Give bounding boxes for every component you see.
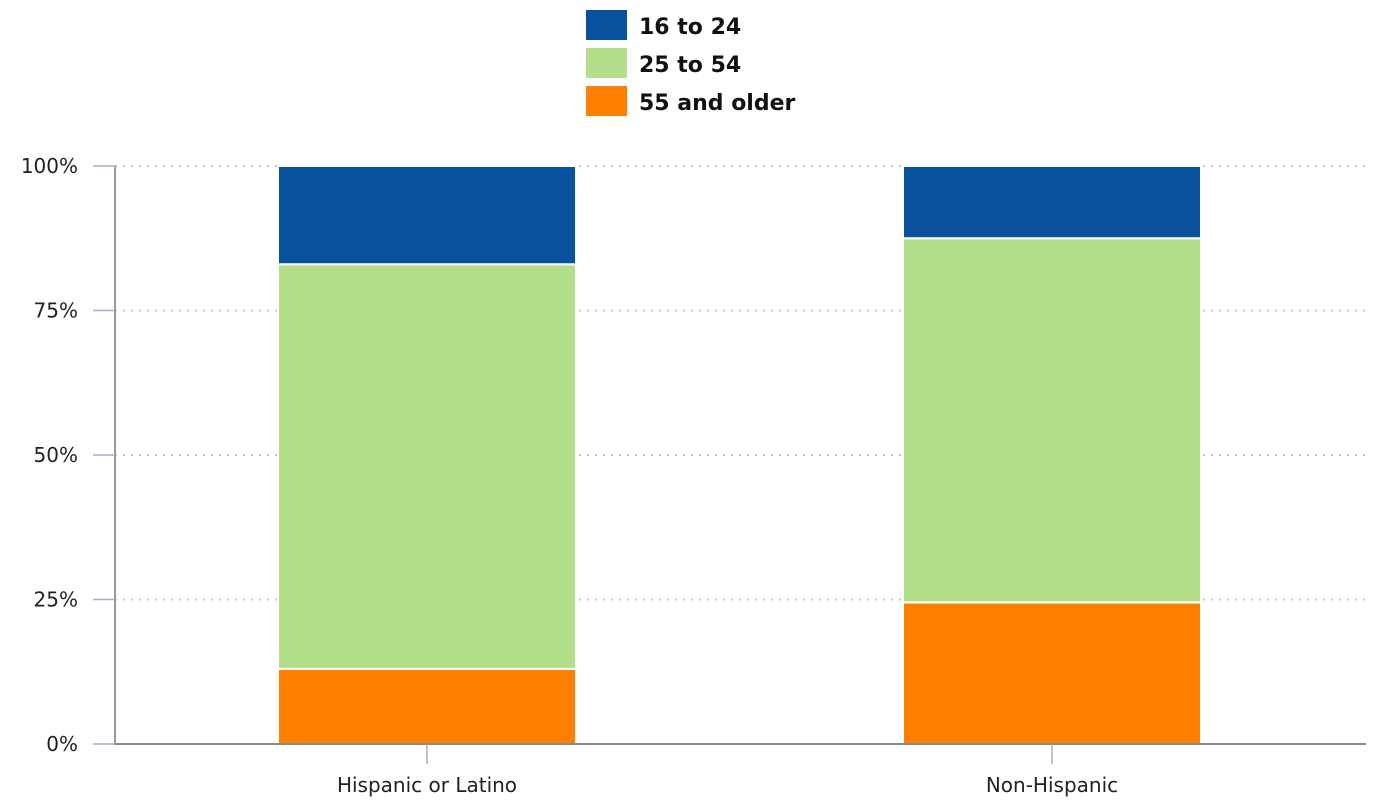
y-tick-label: 25% [34, 588, 78, 612]
y-ticks: 0% 25% 50% 75% 100% [21, 154, 115, 756]
y-tick-label: 0% [46, 732, 78, 756]
legend-label: 55 and older [639, 91, 796, 116]
legend-swatch [586, 10, 627, 40]
x-ticks: Hispanic or Latino Non-Hispanic [337, 744, 1118, 797]
x-tick-label: Non-Hispanic [986, 773, 1118, 797]
legend: 16 to 24 25 to 54 55 and older [586, 10, 796, 116]
bar-segment [902, 601, 1202, 746]
bar-segment [277, 667, 577, 745]
x-tick-label: Hispanic or Latino [337, 773, 517, 797]
y-tick-label: 50% [34, 443, 78, 467]
bar-segment [902, 237, 1202, 604]
legend-swatch [586, 48, 627, 78]
bar-segment [277, 165, 577, 266]
y-tick-label: 75% [34, 299, 78, 323]
legend-label: 16 to 24 [639, 15, 741, 40]
legend-label: 25 to 54 [639, 53, 741, 78]
bars [277, 165, 1202, 746]
y-tick-label: 100% [21, 154, 78, 178]
bar-segment [277, 263, 577, 670]
bar-segment [902, 165, 1202, 240]
legend-swatch [586, 86, 627, 116]
